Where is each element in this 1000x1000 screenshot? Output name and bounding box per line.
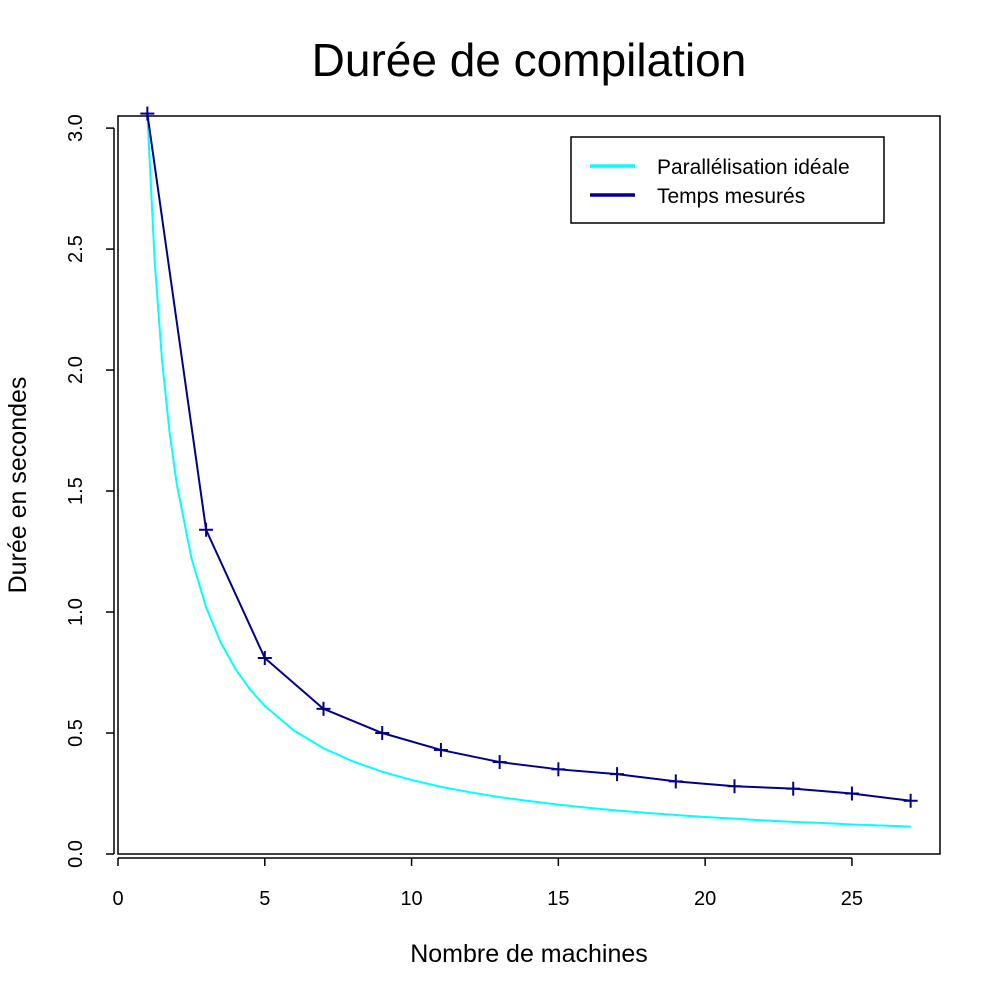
legend-label-ideal: Parallélisation idéale (657, 156, 850, 179)
series-line-ideal (146, 113, 911, 828)
y-axis-label: Durée en secondes (4, 377, 32, 594)
y-tick-label: 0.5 (65, 719, 87, 747)
x-tick-label: 15 (547, 888, 569, 910)
data-point (903, 793, 918, 808)
data-point (257, 651, 272, 666)
data-point (140, 106, 155, 121)
data-point (844, 786, 859, 801)
y-tick-label: 2.5 (65, 235, 87, 263)
x-axis-label: Nombre de machines (410, 940, 648, 968)
series-layer (140, 106, 918, 828)
x-axis: 0 5 10 15 20 25 (112, 857, 863, 910)
data-point (610, 767, 625, 782)
chart-title: Durée de compilation (312, 34, 747, 86)
x-tick-label: 10 (400, 888, 422, 910)
data-point (199, 522, 214, 537)
data-point (786, 781, 801, 796)
data-point (668, 774, 683, 789)
legend-label-measured: Temps mesurés (657, 185, 805, 208)
y-tick-label: 1.5 (65, 477, 87, 505)
y-axis: 0.0 0.5 1.0 1.5 2.0 2.5 3.0 (65, 114, 115, 868)
y-tick-label: 2.0 (65, 356, 87, 384)
legend-box (570, 136, 885, 224)
data-point (492, 755, 507, 770)
y-tick-label: 0.0 (65, 840, 87, 868)
series-line-measured (146, 113, 911, 802)
data-point (727, 779, 742, 794)
x-tick-label: 25 (841, 888, 863, 910)
x-tick-label: 20 (694, 888, 716, 910)
data-point (375, 726, 390, 741)
y-tick-label: 3.0 (65, 114, 87, 142)
data-point (433, 742, 448, 757)
x-tick-label: 5 (259, 888, 270, 910)
x-tick-label: 0 (112, 888, 123, 910)
data-point (551, 762, 566, 777)
plot-area-frame (117, 115, 941, 855)
data-point (316, 701, 331, 716)
legend: Parallélisation idéale Temps mesurés (570, 136, 885, 224)
y-tick-label: 1.0 (65, 598, 87, 626)
